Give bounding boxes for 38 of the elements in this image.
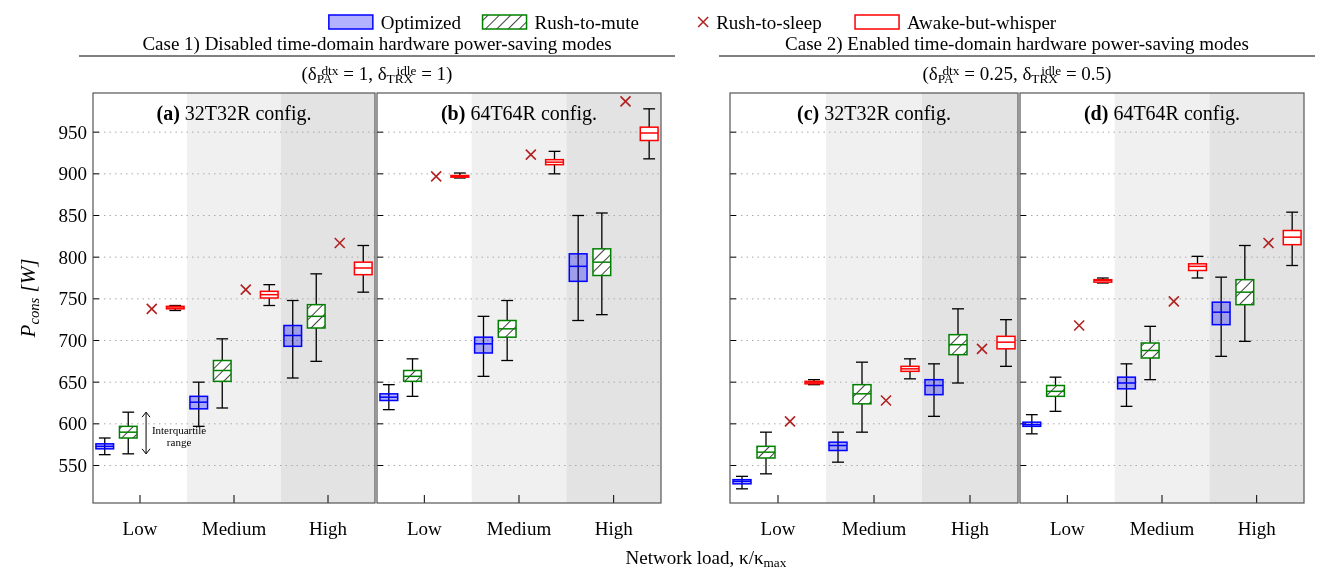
y-tick-label: 850 — [58, 205, 87, 227]
legend-label: Optimized — [380, 11, 462, 33]
y-tick-label: 800 — [58, 246, 87, 268]
y-tick-label: 700 — [58, 330, 87, 352]
point — [239, 283, 252, 296]
chart-title: (a) 32T32R config. — [156, 102, 312, 125]
x-tick-label: Medium — [486, 518, 552, 539]
legend-label: Awake-but-whisper — [907, 11, 1057, 33]
annotation: Interquartile range — [151, 424, 207, 448]
x-tick-label: High — [594, 518, 634, 539]
legend-label: Rush-to-sleep — [716, 11, 822, 33]
x-tick-label: High — [951, 518, 990, 539]
x-tick-label: Medium — [1129, 518, 1195, 539]
text: Case 2) Enabled time-domain hardware power-saving modes — [785, 33, 1249, 55]
point — [333, 237, 346, 249]
chart-title: (d) 64T64R config. — [1083, 102, 1241, 125]
y-tick-label: 950 — [58, 121, 87, 143]
x-tick-label: Medium — [841, 518, 907, 539]
y-tick-label: 550 — [58, 455, 87, 477]
chart-title: (c) 32T32R config. — [797, 102, 951, 125]
legend-label: Rush-to-mute — [534, 11, 640, 33]
x-tick-label: High — [309, 518, 348, 539]
x-tick-label: Low — [760, 518, 796, 539]
point — [145, 303, 158, 315]
y-tick-label: 900 — [58, 163, 87, 185]
x-tick-label: Low — [406, 518, 443, 539]
x-tick-label: Medium — [201, 518, 267, 539]
x-tick-label: Low — [122, 518, 158, 539]
chart-title: (b) 64T64R config. — [440, 102, 598, 125]
y-tick-label: 600 — [58, 413, 87, 435]
text: Case 1) Disabled time-domain hardware power-saving modes — [142, 33, 612, 55]
y-tick-label: 750 — [58, 288, 87, 310]
x-axis-title: Network load, κ/κ$_{max}$ — [625, 547, 787, 569]
y-tick-label: 650 — [58, 371, 87, 393]
x-tick-label: Low — [1049, 518, 1086, 539]
x-tick-label: High — [1237, 518, 1277, 539]
text: (δ$_{PA}$$^{dtx}$ = 1, δ$_{TRX}$$^{idle}$ = 1) — [301, 62, 453, 87]
text: (δ$_{PA}$$^{dtx}$ = 0.25, δ$_{TRX}$$^{idle}$ = 0.5) — [922, 62, 1112, 87]
